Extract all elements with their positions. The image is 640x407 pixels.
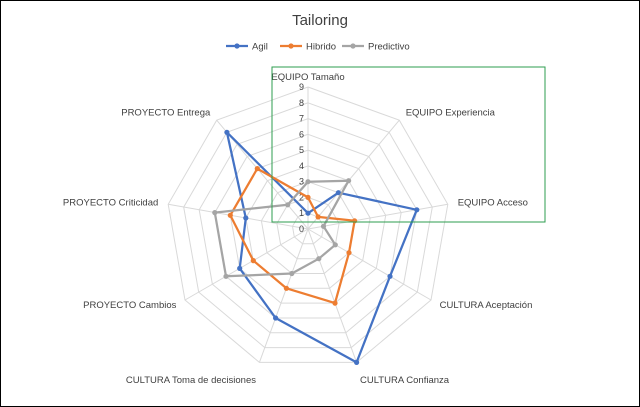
data-point [223, 273, 229, 279]
grid-spoke [184, 228, 309, 301]
data-point [346, 250, 352, 256]
data-point [250, 258, 256, 264]
axis-label: EQUIPO Acceso [458, 198, 528, 209]
data-point [320, 223, 327, 229]
data-point [212, 210, 218, 216]
series-line [225, 131, 418, 364]
data-point [414, 207, 420, 213]
data-point [332, 300, 338, 306]
selection-box [271, 66, 546, 223]
axis-label: CULTURA Toma de decisiones [126, 375, 256, 386]
series-line [213, 179, 350, 278]
tick-label: 7 [299, 114, 304, 124]
legend-marker [234, 43, 240, 49]
tick-label: 3 [299, 177, 304, 187]
grid-ring [214, 133, 402, 319]
data-point [305, 210, 311, 216]
tick-label: 6 [299, 129, 304, 139]
grid-spoke [258, 228, 309, 363]
legend-label: Predictivo [368, 42, 410, 53]
data-point [305, 194, 311, 200]
series-lines [212, 129, 420, 365]
series-predictivo [212, 178, 352, 279]
axis-label: EQUIPO Tamaño [271, 72, 344, 83]
axis-label: CULTURA Confianza [360, 375, 450, 386]
legend-item: Hibrido [280, 42, 336, 53]
series-agil [224, 129, 420, 365]
data-point [254, 166, 260, 172]
data-point [227, 212, 233, 218]
tick-label: 0 [299, 224, 304, 234]
data-point [237, 265, 243, 271]
grid-spoke [307, 203, 448, 230]
axis-label: CULTURA Aceptación [440, 300, 533, 311]
data-point [224, 129, 230, 135]
tick-label: 5 [299, 145, 304, 155]
tick-label: 8 [299, 98, 304, 108]
radar-grid [167, 86, 449, 363]
grid-ring [245, 165, 371, 289]
axis-label: PROYECTO Criticidad [63, 198, 158, 209]
data-point [387, 273, 393, 279]
legend-item: Predictivo [342, 42, 410, 53]
axis-label: EQUIPO Experiencia [406, 108, 496, 119]
data-point [305, 179, 311, 185]
data-point [273, 315, 279, 321]
legend-label: Agil [252, 42, 268, 53]
data-point [283, 285, 289, 291]
tick-label: 9 [299, 82, 304, 92]
grid-spoke [307, 228, 432, 301]
axis-label: PROYECTO Cambios [83, 300, 177, 311]
data-point [243, 215, 249, 221]
axis-label: PROYECTO Entrega [121, 108, 211, 119]
data-point [335, 190, 341, 196]
axis-labels: EQUIPO Tamaño EQUIPO Experiencia EQUIPO Ac… [63, 72, 532, 386]
tick-label: 4 [299, 161, 304, 171]
grid-ring [167, 86, 449, 363]
chart-title: Tailoring [292, 12, 348, 29]
grid-ring [276, 196, 340, 260]
grid-spoke [307, 119, 400, 230]
data-point [285, 202, 291, 208]
tick-label: 1 [299, 208, 304, 218]
legend-label: Hibrido [306, 42, 336, 53]
data-point [346, 178, 352, 184]
tick-label: 2 [299, 192, 304, 202]
grid-spoke [307, 228, 358, 363]
legend-marker [288, 43, 294, 49]
series-line [229, 167, 356, 305]
data-point [315, 214, 321, 220]
legend-item: Agil [226, 42, 268, 53]
grid-ring [198, 118, 418, 334]
data-point [316, 256, 322, 262]
data-point [354, 359, 360, 365]
data-point [289, 270, 295, 277]
legend: Agil Hibrido Predictivo [226, 42, 410, 53]
grid-ring [183, 102, 433, 349]
series-hibrido [227, 166, 358, 306]
legend-marker [350, 43, 356, 49]
radial-tick-labels: 0 1 2 3 4 5 6 7 8 9 [299, 82, 304, 234]
data-point [332, 242, 338, 248]
data-point [352, 218, 358, 224]
grid-spoke [168, 203, 309, 230]
